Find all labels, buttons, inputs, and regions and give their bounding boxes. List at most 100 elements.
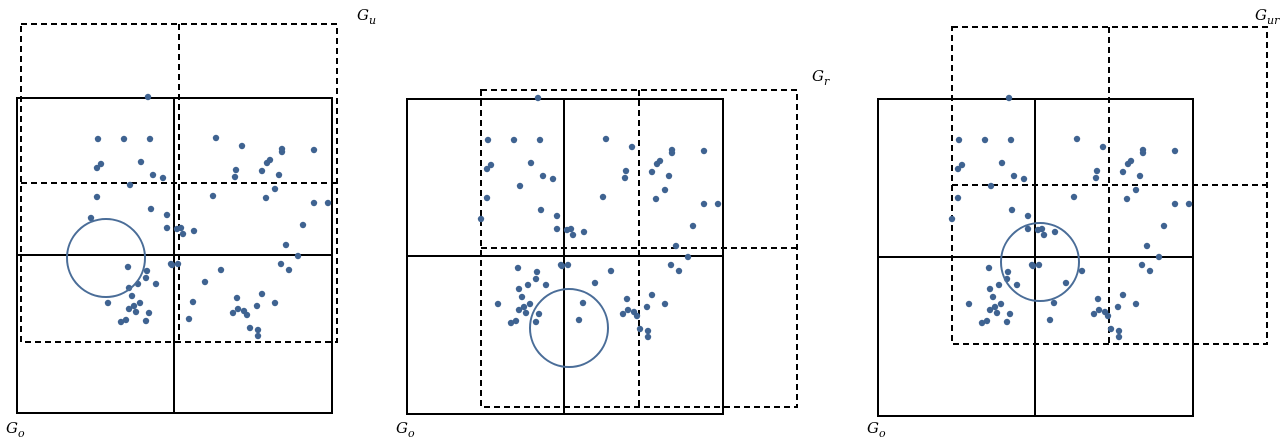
data-point [567, 225, 575, 233]
data-point [995, 281, 1003, 289]
data-point [510, 136, 518, 144]
data-point [212, 134, 220, 142]
data-point [87, 214, 95, 222]
data-point [1171, 147, 1179, 155]
data-point [142, 317, 150, 325]
data-point [243, 311, 251, 319]
data-point [294, 252, 302, 260]
data-point [1115, 327, 1123, 335]
shift-label-r: Gr [812, 67, 830, 88]
data-point [1160, 222, 1168, 230]
data-point [591, 279, 599, 287]
data-point [1024, 212, 1032, 220]
data-point [532, 275, 540, 283]
data-point [564, 261, 572, 269]
data-point [1094, 295, 1102, 303]
original-grid-r [406, 98, 724, 415]
data-point [132, 308, 140, 316]
points-r [477, 94, 722, 341]
data-point [700, 200, 708, 208]
data-point [526, 300, 534, 308]
data-point [668, 149, 676, 157]
data-point [656, 157, 664, 165]
data-point [1090, 310, 1098, 318]
data-point [233, 294, 241, 302]
data-point [494, 300, 502, 308]
base-label-u: Go [6, 419, 25, 440]
data-point [557, 261, 565, 269]
data-point [271, 185, 279, 193]
data-point [136, 299, 144, 307]
data-point [483, 194, 491, 202]
data-point [201, 278, 209, 286]
data-point [714, 200, 722, 208]
data-point [684, 253, 692, 261]
data-point [537, 206, 545, 214]
query-circle-r [529, 288, 609, 368]
data-point [623, 295, 631, 303]
data-point [534, 94, 542, 102]
data-point [665, 172, 673, 180]
data-point [1138, 261, 1146, 269]
data-point [524, 281, 532, 289]
data-point [1146, 267, 1154, 275]
data-point [120, 135, 128, 143]
data-point [569, 231, 577, 239]
data-point [229, 309, 237, 317]
data-point [1038, 225, 1046, 233]
data-point [1020, 175, 1028, 183]
original-grid-u [16, 97, 333, 414]
data-point [1107, 325, 1115, 333]
original-grid-ur [877, 98, 1194, 417]
data-point [310, 146, 318, 154]
data-point [1093, 167, 1101, 175]
data-point [575, 316, 583, 324]
data-point [124, 263, 132, 271]
data-point [644, 327, 652, 335]
data-point [1119, 291, 1127, 299]
data-point [1132, 186, 1140, 194]
data-point [1104, 312, 1112, 320]
data-point [142, 274, 150, 282]
data-point [599, 193, 607, 201]
data-point [675, 267, 683, 275]
data-point [1008, 206, 1016, 214]
data-point [1004, 268, 1012, 276]
data-point [987, 182, 995, 190]
data-point [1092, 174, 1100, 182]
data-point [189, 298, 197, 306]
data-point [278, 148, 286, 156]
data-point [983, 317, 991, 325]
panel-u: Gu Go [6, 6, 376, 440]
data-point [580, 228, 588, 236]
data-point [217, 266, 225, 274]
data-point [1099, 143, 1107, 151]
data-point [179, 230, 187, 238]
data-point [515, 285, 523, 293]
data-point [1136, 172, 1144, 180]
shifted-grid-r [480, 89, 798, 408]
data-point [507, 319, 515, 327]
data-point [948, 215, 956, 223]
data-point [991, 303, 999, 311]
data-point [648, 168, 656, 176]
data-point [989, 293, 997, 301]
data-point [122, 316, 130, 324]
data-point [130, 302, 138, 310]
data-point [174, 260, 182, 268]
data-point [128, 292, 136, 300]
data-point [483, 165, 491, 173]
data-point [527, 159, 535, 167]
data-point [299, 221, 307, 229]
data-point [636, 325, 644, 333]
data-point [177, 224, 185, 232]
data-point [978, 319, 986, 327]
data-point [266, 156, 274, 164]
data-point [644, 333, 652, 341]
data-point [958, 161, 966, 169]
data-point [146, 135, 154, 143]
data-point [258, 290, 266, 298]
data-point [271, 299, 279, 307]
data-point [1006, 310, 1014, 318]
data-point [1095, 306, 1103, 314]
